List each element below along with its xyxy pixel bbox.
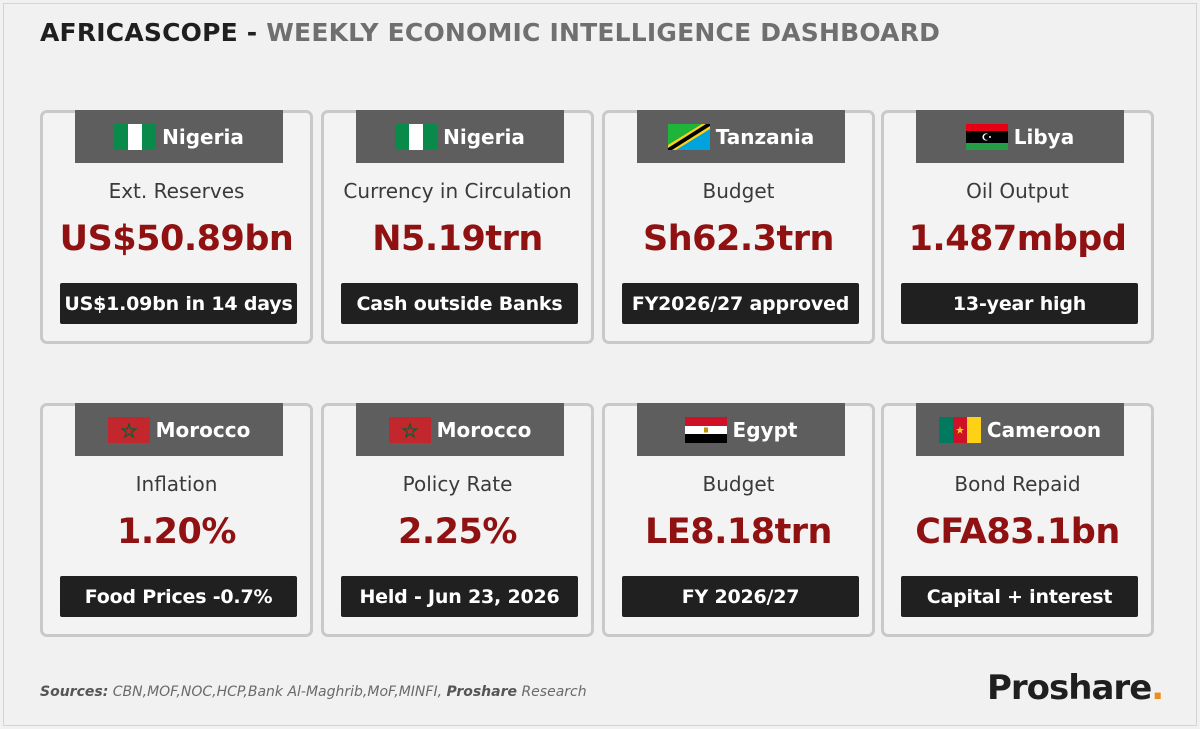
page-title: AFRICASCOPE - WEEKLY ECONOMIC INTELLIGEN… [40, 18, 940, 47]
dashboard-frame [3, 3, 1197, 726]
metric-value: 1.20% [117, 512, 236, 552]
metric-label: Oil Output [966, 179, 1069, 203]
indicator-card-morocco-policy-rate: Morocco Policy Rate 2.25% Held - Jun 23,… [321, 403, 594, 637]
logo-text: Proshare [987, 668, 1152, 708]
nigeria-flag-icon [114, 123, 157, 150]
country-name: Nigeria [443, 124, 525, 149]
title-subtitle: WEEKLY ECONOMIC INTELLIGENCE DASHBOARD [266, 18, 941, 47]
morocco-flag-icon [107, 416, 150, 443]
metric-value: 1.487mbpd [908, 219, 1127, 259]
country-name: Nigeria [162, 124, 244, 149]
indicator-card-egypt-budget: Egypt Budget LE8.18trn FY 2026/27 [602, 403, 875, 637]
indicator-card-nigeria-currency: Nigeria Currency in Circulation N5.19trn… [321, 110, 594, 344]
metric-note: US$1.09bn in 14 days [60, 283, 297, 324]
proshare-logo: Proshare. [987, 668, 1164, 708]
sources-footer: Sources: CBN,MOF,NOC,HCP,Bank Al-Maghrib… [40, 684, 587, 700]
indicator-card-tanzania-budget: Tanzania Budget Sh62.3trn FY2026/27 appr… [602, 110, 875, 344]
metric-value: US$50.89bn [59, 219, 294, 259]
metric-note: Capital + interest [901, 576, 1138, 617]
nigeria-flag-icon [395, 123, 438, 150]
metric-note: Food Prices -0.7% [60, 576, 297, 617]
indicator-card-morocco-inflation: Morocco Inflation 1.20% Food Prices -0.7… [40, 403, 313, 637]
metric-label: Currency in Circulation [343, 179, 572, 203]
country-tab: Nigeria [75, 110, 283, 163]
morocco-flag-icon [388, 416, 431, 443]
sources-list: CBN,MOF,NOC,HCP,Bank Al-Maghrib,MoF,MINF… [108, 684, 447, 700]
metric-label: Budget [702, 472, 775, 496]
metric-label: Policy Rate [402, 472, 513, 496]
title-separator: - [237, 18, 267, 47]
country-tab: Tanzania [637, 110, 845, 163]
metric-note: FY 2026/27 [622, 576, 859, 617]
metric-value: Sh62.3trn [643, 219, 834, 259]
metric-label: Budget [702, 179, 775, 203]
country-name: Libya [1013, 124, 1075, 149]
metric-label: Bond Repaid [954, 472, 1081, 496]
sources-research: Research [517, 684, 587, 700]
indicator-card-cameroon-bond: Cameroon Bond Repaid CFA83.1bn Capital +… [881, 403, 1154, 637]
metric-value: CFA83.1bn [915, 512, 1120, 552]
title-brand: AFRICASCOPE [40, 18, 238, 47]
tanzania-flag-icon [667, 123, 710, 150]
country-tab: Egypt [637, 403, 845, 456]
sources-proshare: Proshare [446, 684, 518, 700]
egypt-flag-icon [684, 416, 727, 443]
sources-label: Sources: [40, 684, 109, 700]
country-tab: Morocco [75, 403, 283, 456]
metric-value: N5.19trn [372, 219, 543, 259]
cameroon-flag-icon [938, 416, 981, 443]
metric-note: FY2026/27 approved [622, 283, 859, 324]
country-name: Cameroon [986, 417, 1102, 442]
metric-value: LE8.18trn [645, 512, 832, 552]
country-tab: Libya [916, 110, 1124, 163]
country-tab: Nigeria [356, 110, 564, 163]
metric-label: Inflation [135, 472, 218, 496]
logo-dot: . [1151, 668, 1164, 708]
country-name: Egypt [732, 417, 798, 442]
indicator-card-libya-oil: Libya Oil Output 1.487mbpd 13-year high [881, 110, 1154, 344]
country-tab: Morocco [356, 403, 564, 456]
indicator-card-nigeria-reserves: Nigeria Ext. Reserves US$50.89bn US$1.09… [40, 110, 313, 344]
metric-label: Ext. Reserves [108, 179, 245, 203]
country-name: Tanzania [715, 124, 815, 149]
metric-note: Cash outside Banks [341, 283, 578, 324]
country-name: Morocco [155, 417, 251, 442]
metric-note: Held - Jun 23, 2026 [341, 576, 578, 617]
libya-flag-icon [965, 123, 1008, 150]
metric-value: 2.25% [398, 512, 517, 552]
country-tab: Cameroon [916, 403, 1124, 456]
metric-note: 13-year high [901, 283, 1138, 324]
country-name: Morocco [436, 417, 532, 442]
